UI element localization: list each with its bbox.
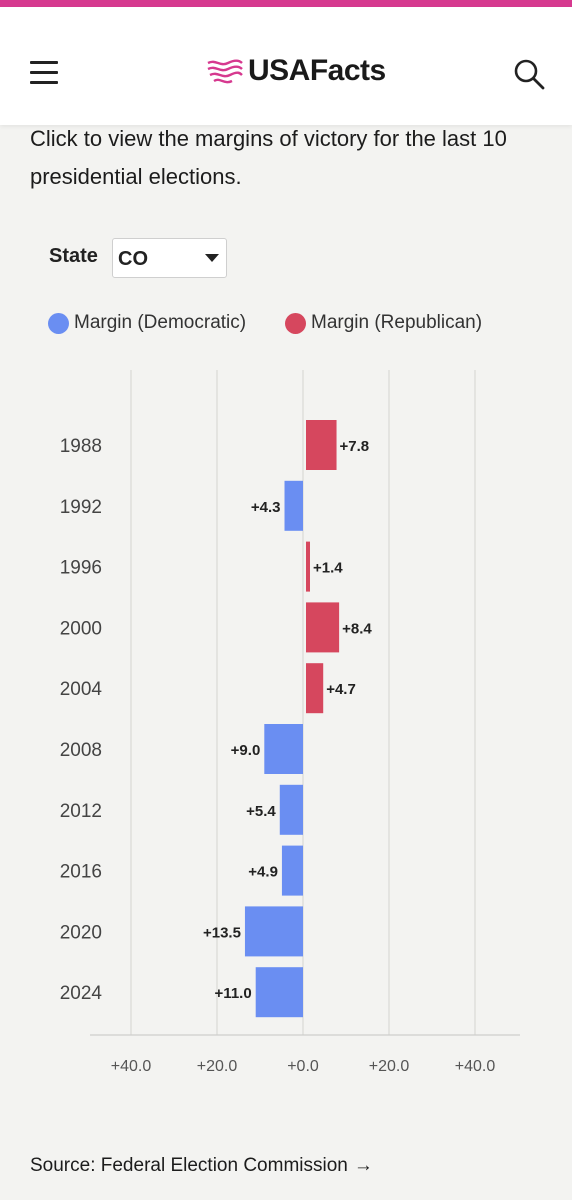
x-tick-label: +40.0 xyxy=(111,1058,152,1075)
y-category-label: 1988 xyxy=(60,436,102,457)
margin-bar-chart: +40.0 +20.0 +0.0 +20.0 +40.0 1988 +7.8 1992 +4.3… xyxy=(60,370,520,1075)
chevron-down-icon xyxy=(205,254,219,262)
arrow-right-icon: → xyxy=(353,1155,373,1176)
state-select-value: CO xyxy=(118,248,148,270)
usafacts-logo[interactable]: USAFacts xyxy=(206,51,386,91)
source-link[interactable]: Source: Federal Election Commission → xyxy=(30,1155,373,1177)
legend-item-republican[interactable]: Margin (Republican) xyxy=(285,312,482,334)
bar-data-label: +7.8 xyxy=(340,438,370,455)
x-tick-label: +20.0 xyxy=(197,1058,238,1075)
bar-democratic xyxy=(279,784,303,835)
flag-logo-icon xyxy=(207,59,243,84)
intro-text: Click to view the margins of victory for… xyxy=(30,126,507,189)
search-icon[interactable] xyxy=(512,57,546,91)
bar-data-label: +9.0 xyxy=(231,742,261,759)
top-accent-stripe xyxy=(0,0,572,7)
legend-label-democratic: Margin (Democratic) xyxy=(74,312,247,333)
logo-text: USAFacts xyxy=(248,54,386,87)
bar-democratic xyxy=(255,967,303,1018)
bar-republican xyxy=(306,420,337,470)
bar-republican xyxy=(306,663,324,714)
y-category-label: 2024 xyxy=(60,983,103,1004)
bar-data-label: +11.0 xyxy=(215,985,252,1002)
site-header: USAFacts xyxy=(0,7,572,125)
bar-republican xyxy=(306,541,310,592)
bar-data-label: +1.4 xyxy=(313,560,343,577)
bar-data-label: +5.4 xyxy=(246,803,276,820)
legend-label-republican: Margin (Republican) xyxy=(311,312,483,333)
hamburger-menu-icon[interactable] xyxy=(30,61,58,85)
bar-data-label: +4.3 xyxy=(251,499,281,516)
bar-data-label: +4.7 xyxy=(326,681,356,698)
bar-democratic xyxy=(281,845,303,896)
y-category-label: 2004 xyxy=(60,679,103,700)
y-category-label: 1992 xyxy=(60,497,102,518)
legend-dot-republican xyxy=(285,312,306,334)
y-category-label: 2000 xyxy=(60,618,102,639)
bar-data-label: +4.9 xyxy=(248,864,278,881)
y-category-label: 1996 xyxy=(60,558,102,579)
bar-democratic xyxy=(284,480,303,531)
y-category-label: 2020 xyxy=(60,922,102,943)
bar-data-label: +13.5 xyxy=(203,924,241,941)
state-select[interactable]: CO xyxy=(112,238,227,278)
state-filter-label: State xyxy=(49,245,98,267)
bar-democratic xyxy=(264,724,303,774)
source-text: Source: Federal Election Commission xyxy=(30,1155,348,1176)
y-category-label: 2012 xyxy=(60,801,102,822)
x-tick-label: +0.0 xyxy=(287,1058,319,1075)
x-tick-label: +20.0 xyxy=(369,1058,410,1075)
x-tick-label: +40.0 xyxy=(455,1058,496,1075)
bar-republican xyxy=(306,602,340,653)
legend-dot-democratic xyxy=(48,312,69,334)
bar-data-label: +8.4 xyxy=(342,620,372,637)
y-category-label: 2008 xyxy=(60,740,102,761)
bar-democratic xyxy=(244,906,303,957)
legend-item-democratic[interactable]: Margin (Democratic) xyxy=(48,312,246,334)
y-category-label: 2016 xyxy=(60,862,102,883)
